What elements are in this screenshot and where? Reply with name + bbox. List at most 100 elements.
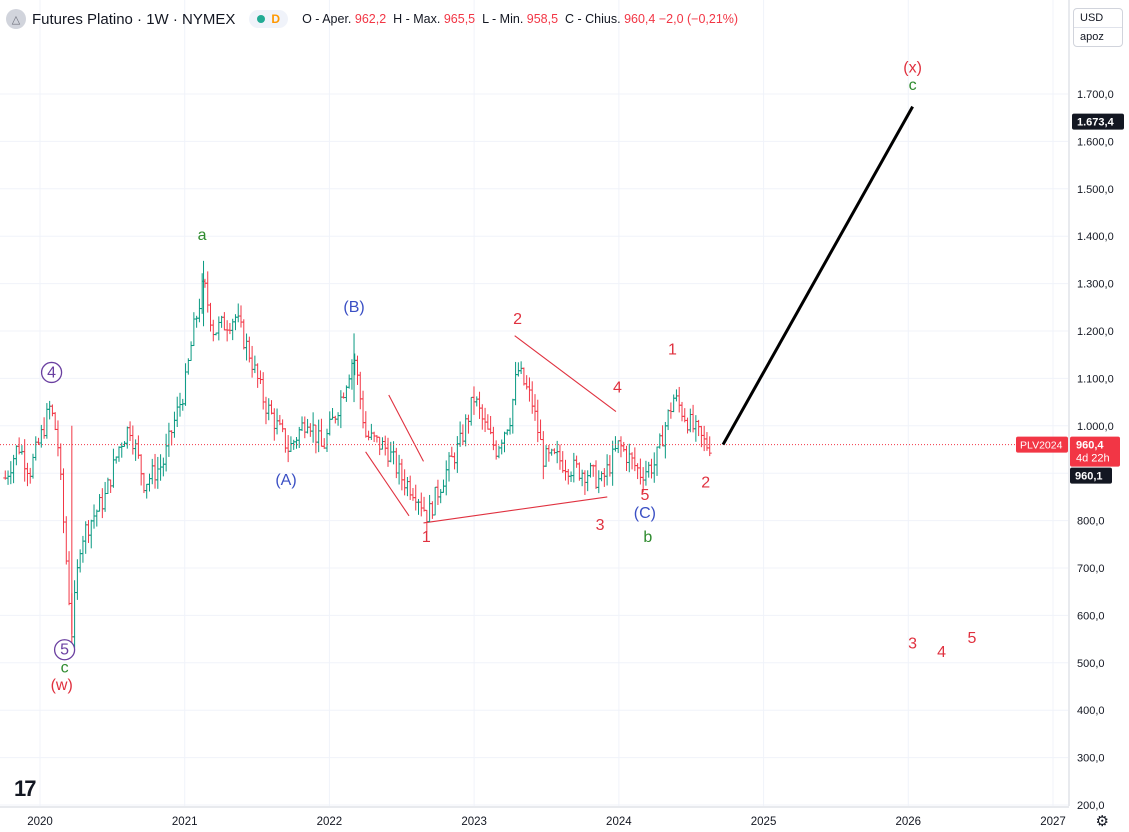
- x-tick-label: 2024: [606, 816, 632, 828]
- price-bar: [358, 371, 363, 410]
- price-bar: [308, 423, 313, 437]
- currency-button[interactable]: USD: [1080, 12, 1104, 24]
- price-bar: [133, 439, 138, 461]
- price-bar: [430, 501, 435, 519]
- price-bar: [477, 391, 482, 419]
- chart-header: △ Futures Platino · 1W · NYMEX D O - Ape…: [6, 8, 738, 30]
- price-bar: [89, 519, 94, 549]
- price-bar: [671, 394, 676, 413]
- market-status[interactable]: D: [249, 10, 289, 28]
- price-bar: [241, 319, 246, 350]
- price-bar: [233, 314, 238, 331]
- currency-selector[interactable]: USD apoz: [1073, 8, 1123, 47]
- price-bar: [216, 316, 221, 341]
- last-price-tag-bg: [1070, 436, 1120, 467]
- wave-circle: [40, 361, 63, 384]
- price-bar: [674, 389, 679, 402]
- price-bar: [263, 396, 268, 425]
- price-bar: [502, 431, 507, 453]
- price-bar: [416, 498, 421, 515]
- price-bar: [153, 453, 158, 489]
- price-bar: [313, 424, 318, 454]
- price-bar: [618, 436, 623, 458]
- price-bar: [22, 439, 27, 482]
- price-bar: [602, 468, 607, 487]
- price-bar: [557, 444, 562, 470]
- price-bar: [25, 462, 30, 487]
- price-bar: [283, 428, 288, 453]
- price-bar: [222, 312, 227, 331]
- y-tick-label: 1.700,0: [1077, 89, 1114, 101]
- price-bar: [449, 446, 454, 458]
- wave-label: (C): [634, 505, 656, 522]
- price-bar: [588, 462, 593, 478]
- wave-label: 3: [908, 636, 917, 653]
- price-bar: [336, 412, 341, 426]
- price-bar: [513, 361, 518, 406]
- price-bar: [147, 473, 152, 492]
- price-bar: [488, 415, 493, 435]
- price-bar: [668, 402, 673, 419]
- price-bar: [311, 412, 316, 443]
- symbol-tag: PLV2024: [1020, 440, 1063, 452]
- price-bar: [530, 381, 535, 414]
- x-tick-label: 2020: [27, 816, 53, 828]
- price-bar: [47, 400, 52, 420]
- price-bar: [14, 445, 19, 466]
- settings-gear-icon[interactable]: ⚙: [1095, 813, 1109, 830]
- trendline: [365, 451, 410, 517]
- countdown-tag: 4d 22h: [1076, 453, 1110, 465]
- symbol-tag-bg: [1016, 436, 1068, 453]
- wave-label: (B): [343, 299, 364, 316]
- wave-label: 2: [701, 474, 710, 491]
- target-price-tag: 1.673,4: [1077, 117, 1115, 129]
- price-bar: [638, 458, 643, 485]
- price-bar: [408, 475, 413, 500]
- wave-label: (A): [275, 472, 296, 489]
- wave-label: 4: [47, 364, 56, 381]
- price-bar: [699, 425, 704, 448]
- price-bar: [635, 463, 640, 480]
- scale-mode-button[interactable]: apoz: [1074, 27, 1122, 46]
- price-bar: [172, 411, 177, 438]
- price-bar: [125, 426, 130, 449]
- y-tick-label: 1.300,0: [1077, 279, 1114, 291]
- price-bar: [519, 361, 524, 375]
- y-tick-label: 600,0: [1077, 610, 1105, 622]
- price-bar: [624, 445, 629, 471]
- price-bar: [272, 408, 277, 441]
- price-bar: [355, 355, 360, 385]
- trendline: [388, 394, 424, 462]
- projection-segment: [721, 105, 914, 446]
- price-bar: [580, 469, 585, 487]
- price-bar: [227, 322, 232, 335]
- price-bars: [0, 260, 1068, 649]
- price-bar: [352, 353, 357, 376]
- tradingview-logo[interactable]: 17: [14, 776, 37, 801]
- price-bar: [679, 401, 684, 422]
- trendline: [423, 496, 608, 524]
- symbol-title[interactable]: Futures Platino · 1W · NYMEX: [32, 10, 236, 28]
- price-bar: [594, 460, 599, 489]
- price-bar: [294, 437, 299, 449]
- price-bar: [269, 400, 274, 415]
- price-bar: [103, 481, 108, 512]
- x-tick-label: 2022: [317, 816, 343, 828]
- price-bar: [72, 580, 77, 649]
- x-tick-label: 2026: [895, 816, 921, 828]
- price-bar: [413, 484, 418, 511]
- price-bar: [521, 367, 526, 386]
- price-bar: [666, 409, 671, 431]
- price-bar: [541, 431, 546, 480]
- price-bar: [374, 435, 379, 443]
- price-bar: [471, 386, 476, 415]
- price-bar: [427, 494, 432, 523]
- price-bar: [560, 451, 565, 473]
- price-bar: [300, 416, 305, 432]
- ohlc-values: O - Aper. 962,2 H - Max. 965,5 L - Min. …: [302, 12, 739, 26]
- y-tick-label: 1.500,0: [1077, 184, 1114, 196]
- projection-line: [721, 105, 914, 446]
- price-bar: [75, 559, 80, 600]
